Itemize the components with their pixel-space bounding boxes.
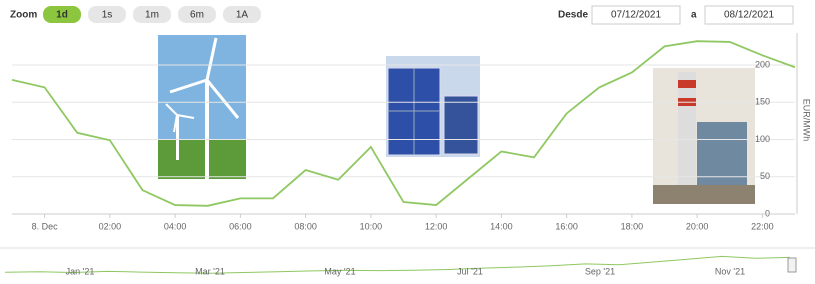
navigator-label: Jul '21 <box>457 266 483 276</box>
navigator-handle[interactable] <box>788 258 796 272</box>
x-tick-label: 02:00 <box>99 221 122 231</box>
x-tick-label: 16:00 <box>555 221 578 231</box>
to-date[interactable]: 08/12/2021 <box>724 10 774 21</box>
navigator-label: May '21 <box>324 266 355 276</box>
x-tick-label: 20:00 <box>686 221 709 231</box>
x-tick-label: 8. Dec <box>32 221 59 231</box>
wind-image <box>158 35 246 179</box>
x-tick-label: 12:00 <box>425 221 448 231</box>
chart: Zoom Desde 07/12/2021 a 08/12/2021 1d 1s 1… <box>0 0 815 279</box>
from-date[interactable]: 07/12/2021 <box>611 10 661 21</box>
navigator-label: Nov '21 <box>715 266 745 276</box>
x-tick-label: 10:00 <box>360 221 383 231</box>
to-label: a <box>691 10 697 21</box>
zoom-button-label[interactable]: 1s <box>102 10 113 21</box>
y-tick-label: 0 <box>765 208 770 218</box>
navigator-line <box>5 256 790 273</box>
x-tick-label: 14:00 <box>490 221 513 231</box>
navigator-label: Mar '21 <box>195 266 225 276</box>
x-tick-label: 04:00 <box>164 221 187 231</box>
y-tick-label: 200 <box>755 59 770 69</box>
x-tick-label: 06:00 <box>229 221 252 231</box>
y-axis-title: EUR/MWh <box>802 99 812 142</box>
zoom-label: Zoom <box>10 10 37 21</box>
zoom-button-label[interactable]: 1m <box>145 10 159 21</box>
x-tick-label: 18:00 <box>621 221 644 231</box>
y-tick-label: 100 <box>755 134 770 144</box>
navigator-label: Sep '21 <box>585 266 615 276</box>
solar-image <box>386 56 480 157</box>
plant-image <box>653 68 755 204</box>
x-tick-label: 08:00 <box>294 221 317 231</box>
y-tick-label: 50 <box>760 171 770 181</box>
navigator-label: Jan '21 <box>66 266 95 276</box>
x-tick-label: 22:00 <box>751 221 774 231</box>
zoom-button-label[interactable]: 6m <box>190 10 204 21</box>
zoom-button-label[interactable]: 1A <box>236 10 249 21</box>
zoom-button-label[interactable]: 1d <box>56 10 68 21</box>
y-tick-label: 150 <box>755 97 770 107</box>
from-label: Desde <box>558 10 588 21</box>
